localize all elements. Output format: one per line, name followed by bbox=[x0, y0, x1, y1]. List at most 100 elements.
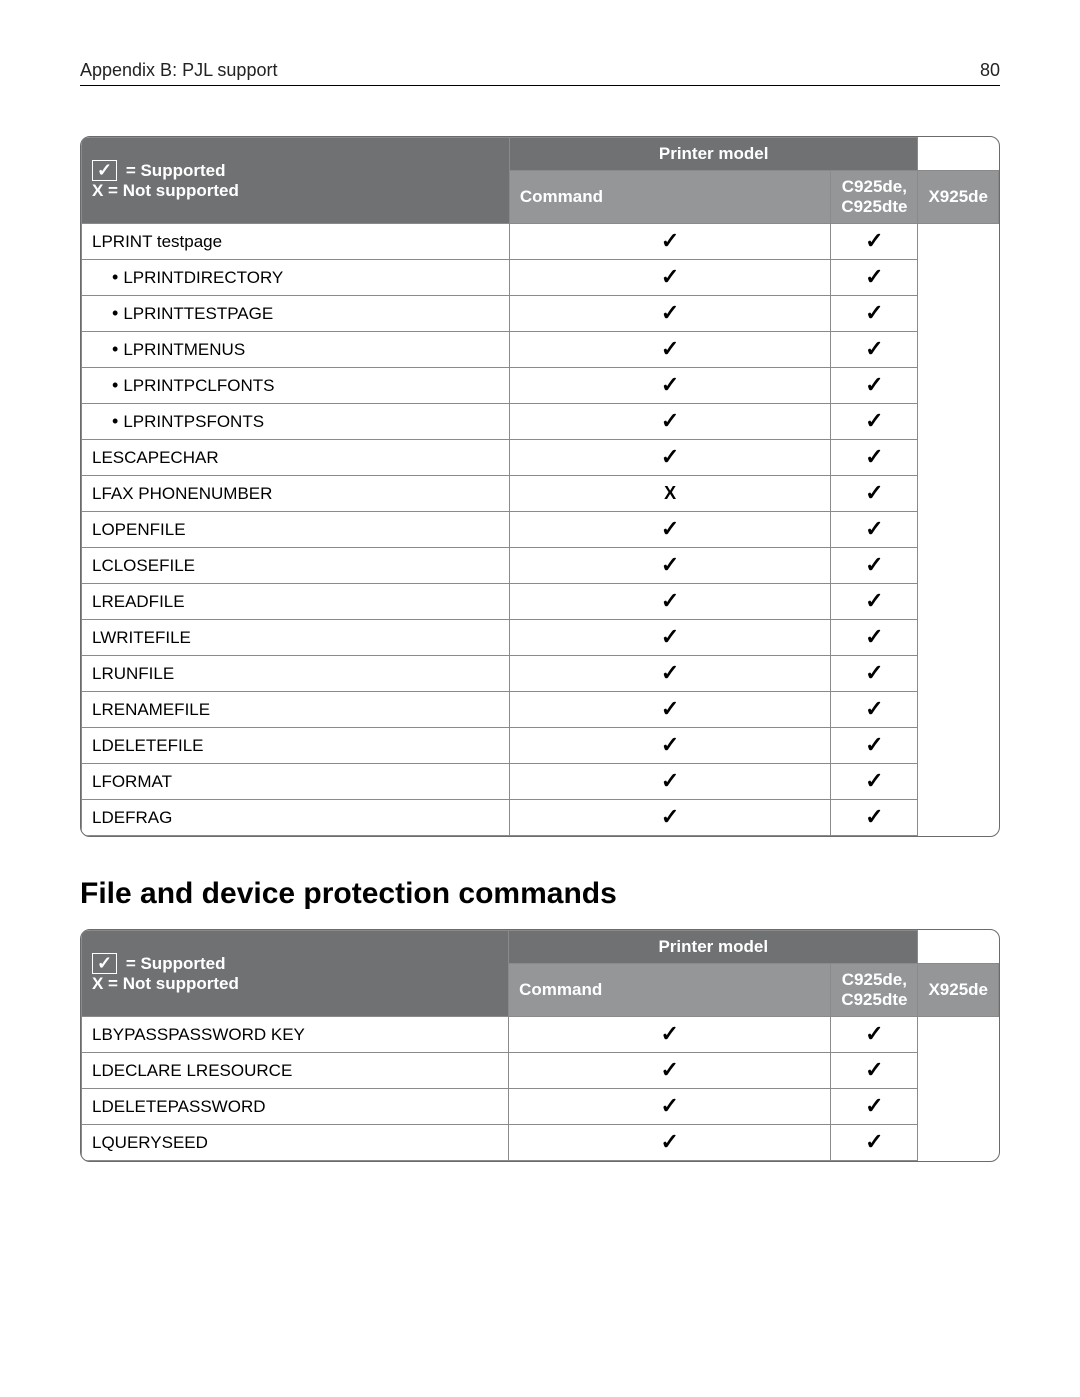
command-cell: LPRINTPCLFONTS bbox=[82, 368, 510, 404]
check-icon: ✓ bbox=[865, 804, 883, 829]
check-icon: ✓ bbox=[865, 1129, 883, 1154]
table-row: LDECLARE LRESOURCE✓✓ bbox=[82, 1053, 999, 1089]
check-icon: ✓ bbox=[865, 696, 883, 721]
model2-cell: ✓ bbox=[831, 764, 918, 800]
model2-cell: ✓ bbox=[831, 368, 918, 404]
model1-cell: ✓ bbox=[509, 404, 830, 440]
check-icon: ✓ bbox=[865, 1057, 883, 1082]
table-row: LCLOSEFILE✓✓ bbox=[82, 548, 999, 584]
check-icon: ✓ bbox=[661, 264, 679, 289]
command-cell: LRUNFILE bbox=[82, 656, 510, 692]
command-cell: LDEFRAG bbox=[82, 800, 510, 836]
check-icon: ✓ bbox=[661, 552, 679, 577]
check-icon: ✓ bbox=[661, 660, 679, 685]
model2-cell: ✓ bbox=[831, 728, 918, 764]
check-icon: ✓ bbox=[661, 444, 679, 469]
table-row: LPRINT testpage✓✓ bbox=[82, 224, 999, 260]
table-row: LDELETEFILE✓✓ bbox=[82, 728, 999, 764]
model2-cell: ✓ bbox=[831, 512, 918, 548]
check-icon: ✓ bbox=[661, 408, 679, 433]
model1-cell: ✓ bbox=[509, 584, 830, 620]
check-icon: ✓ bbox=[865, 1093, 883, 1118]
check-icon: ✓ bbox=[660, 1129, 678, 1154]
check-icon: ✓ bbox=[865, 408, 883, 433]
command-cell: LPRINT testpage bbox=[82, 224, 510, 260]
model2-cell: ✓ bbox=[831, 656, 918, 692]
model1-cell: ✓ bbox=[509, 620, 830, 656]
model2-header-4: X925de bbox=[918, 964, 999, 1017]
header-left: Appendix B: PJL support bbox=[80, 60, 277, 81]
check-icon: ✓ bbox=[865, 1021, 883, 1046]
model2-cell: ✓ bbox=[831, 1017, 918, 1053]
table2-wrap: ✓ = Supported X = Not supported Printer … bbox=[80, 929, 1000, 1162]
section-title: File and device protection commands bbox=[80, 877, 1000, 911]
model2-cell: ✓ bbox=[831, 584, 918, 620]
table-row: LREADFILE✓✓ bbox=[82, 584, 999, 620]
check-icon: ✓ bbox=[661, 588, 679, 613]
table-row: LDELETEPASSWORD ✓ ✓ bbox=[82, 1089, 999, 1125]
check-icon: ✓ bbox=[661, 768, 679, 793]
check-icon: ✓ bbox=[661, 624, 679, 649]
command-cell: LDELETEPASSWORD bbox=[82, 1089, 509, 1125]
support-table-1: ✓ = Supported X = Not supported Printer … bbox=[81, 137, 999, 836]
printer-model-header: Printer model bbox=[509, 138, 918, 171]
table-row: LBYPASSPASSWORD KEY✓✓ bbox=[82, 1017, 999, 1053]
model2-cell: ✓ bbox=[831, 296, 918, 332]
command-header: Command bbox=[509, 171, 830, 224]
printer-model-header-2: Printer model bbox=[509, 931, 918, 964]
model1-cell: ✓ bbox=[509, 512, 830, 548]
legend-check-icon-2: ✓ bbox=[92, 953, 117, 975]
check-icon: ✓ bbox=[661, 300, 679, 325]
model1-cell: ✓ bbox=[509, 224, 830, 260]
command-cell: LESCAPECHAR bbox=[82, 440, 510, 476]
check-icon: ✓ bbox=[661, 696, 679, 721]
legend-supported-2: = Supported bbox=[121, 954, 225, 973]
table-row: LPRINTPCLFONTS✓✓ bbox=[82, 368, 999, 404]
command-cell: LFAX PHONENUMBER bbox=[82, 476, 510, 512]
table-row: LRENAMEFILE ✓ ✓ bbox=[82, 692, 999, 728]
command-cell: LDECLARE LRESOURCE bbox=[82, 1053, 509, 1089]
command-cell: LBYPASSPASSWORD KEY bbox=[82, 1017, 509, 1053]
command-cell: LQUERYSEED bbox=[82, 1125, 509, 1161]
model1-header-2: C925de, C925dte bbox=[831, 171, 918, 224]
check-icon: ✓ bbox=[865, 480, 883, 505]
table-row: LRUNFILE ✓ ✓ bbox=[82, 656, 999, 692]
check-icon: ✓ bbox=[865, 372, 883, 397]
check-icon: ✓ bbox=[661, 228, 679, 253]
check-icon: ✓ bbox=[865, 264, 883, 289]
table-row: LOPENFILE ✓ ✓ bbox=[82, 512, 999, 548]
command-cell: LPRINTTESTPAGE bbox=[82, 296, 510, 332]
command-cell: LRENAMEFILE bbox=[82, 692, 510, 728]
support-table-2: ✓ = Supported X = Not supported Printer … bbox=[81, 930, 999, 1161]
legend-cell-2: ✓ = Supported X = Not supported bbox=[82, 931, 509, 1017]
model1-cell: ✓ bbox=[509, 1125, 831, 1161]
model2-cell: ✓ bbox=[831, 800, 918, 836]
model2-cell: ✓ bbox=[831, 1053, 918, 1089]
table-row: LPRINTMENUS✓✓ bbox=[82, 332, 999, 368]
model1-cell: ✓ bbox=[509, 296, 830, 332]
model2-cell: ✓ bbox=[831, 260, 918, 296]
check-icon: ✓ bbox=[660, 1093, 678, 1118]
command-cell: LDELETEFILE bbox=[82, 728, 510, 764]
command-header-2: Command bbox=[509, 964, 831, 1017]
model2-cell: ✓ bbox=[831, 692, 918, 728]
table-row: LPRINTDIRECTORY✓✓ bbox=[82, 260, 999, 296]
model2-cell: ✓ bbox=[831, 548, 918, 584]
x-icon: X bbox=[664, 483, 676, 503]
model2-cell: ✓ bbox=[831, 440, 918, 476]
page-header: Appendix B: PJL support 80 bbox=[80, 60, 1000, 86]
check-icon: ✓ bbox=[865, 300, 883, 325]
check-icon: ✓ bbox=[865, 732, 883, 757]
model1-cell: ✓ bbox=[509, 1053, 831, 1089]
check-icon: ✓ bbox=[865, 444, 883, 469]
model2-cell: ✓ bbox=[831, 1089, 918, 1125]
check-icon: ✓ bbox=[865, 552, 883, 577]
command-cell: LPRINTMENUS bbox=[82, 332, 510, 368]
check-icon: ✓ bbox=[865, 624, 883, 649]
check-icon: ✓ bbox=[661, 336, 679, 361]
table-row: LESCAPECHAR ✓ ✓ bbox=[82, 440, 999, 476]
check-icon: ✓ bbox=[865, 588, 883, 613]
command-cell: LOPENFILE bbox=[82, 512, 510, 548]
model1-cell: X bbox=[509, 476, 830, 512]
check-icon: ✓ bbox=[661, 516, 679, 541]
